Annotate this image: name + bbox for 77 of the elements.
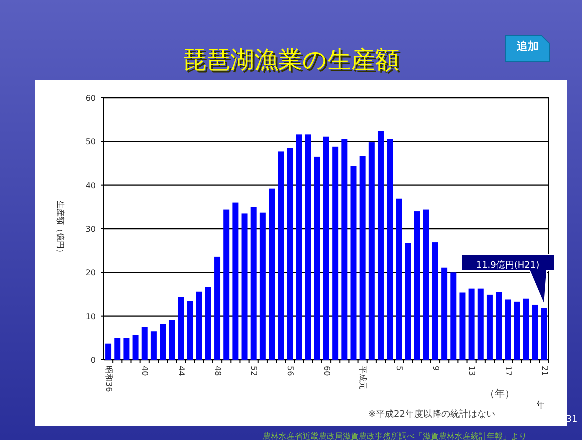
bar: [287, 148, 294, 360]
bar: [205, 287, 212, 360]
x-tick-label: 5: [394, 366, 404, 372]
bar: [242, 214, 248, 360]
bar: [468, 288, 475, 360]
bar: [423, 210, 430, 360]
bar: [414, 212, 420, 360]
bar: [250, 207, 257, 360]
bar: [214, 256, 221, 360]
x-tick-label: 44: [177, 366, 186, 376]
text: 追加: [516, 40, 539, 53]
bar: [296, 134, 302, 360]
text: 年: [536, 400, 546, 411]
y-tick-label: 50: [86, 138, 96, 147]
bar: [232, 202, 239, 360]
bar: [378, 131, 384, 360]
bar: [387, 139, 394, 360]
bar: [442, 268, 448, 360]
bar: [368, 142, 375, 360]
bar: [114, 338, 121, 360]
text: ※平成22年度以降の統計はない: [368, 409, 496, 420]
bar: [432, 242, 438, 360]
x-tick-label: 17: [504, 366, 513, 376]
bar: [196, 292, 202, 360]
bar: [187, 301, 194, 360]
bar: [541, 308, 548, 360]
bar: [124, 338, 130, 360]
x-tick-label: 21: [540, 366, 550, 376]
bar: [532, 304, 538, 360]
bar: [324, 136, 330, 360]
x-axis-title: （年）: [485, 388, 515, 400]
x-tick-label: 52: [250, 366, 259, 376]
bar: [486, 294, 493, 360]
x-tick-label: 9: [431, 366, 440, 372]
bar: [314, 156, 320, 360]
bar: [160, 324, 166, 360]
bar: [496, 292, 502, 360]
bar: [523, 298, 530, 360]
y-tick-label: 40: [86, 181, 96, 190]
bar: [142, 327, 148, 360]
y-tick-label: 10: [86, 312, 96, 322]
y-tick-label: 30: [86, 225, 96, 234]
x-tick-label: 昭和36: [104, 366, 114, 392]
bar: [106, 344, 112, 360]
x-tick-label: 13: [468, 366, 477, 376]
bar: [396, 198, 402, 360]
bar: [360, 156, 366, 360]
bar: [478, 288, 484, 360]
y-axis-title: 生産額（億円）: [56, 201, 65, 257]
x-tick-label: 40: [140, 366, 150, 376]
bar: [169, 320, 176, 360]
x-tick-label: 平成元: [358, 366, 368, 390]
bar: [260, 212, 266, 360]
chart-title: 琵琶湖漁業の生産額: [184, 48, 402, 76]
x-tick-label: 56: [286, 366, 295, 376]
bar: [132, 335, 139, 360]
bar: [405, 243, 412, 360]
bar: [332, 146, 339, 360]
x-tick-label: 60: [322, 366, 332, 376]
x-tick-label: 48: [213, 366, 222, 376]
bar: [514, 302, 520, 360]
bar: [278, 152, 284, 360]
bar: [460, 292, 466, 360]
bar: [305, 134, 312, 360]
bar: [269, 188, 276, 360]
text: 31: [566, 415, 578, 425]
bar: [178, 297, 184, 360]
bar: [450, 272, 457, 360]
bar: [350, 166, 357, 360]
bar: [150, 332, 157, 360]
bar: [505, 300, 512, 360]
y-tick-label: 0: [90, 356, 96, 365]
annotation: 11.9億円(H21): [476, 260, 540, 271]
bar: [342, 139, 348, 360]
y-tick-label: 60: [86, 94, 96, 103]
bar: [224, 210, 230, 360]
y-tick-label: 20: [86, 268, 96, 278]
